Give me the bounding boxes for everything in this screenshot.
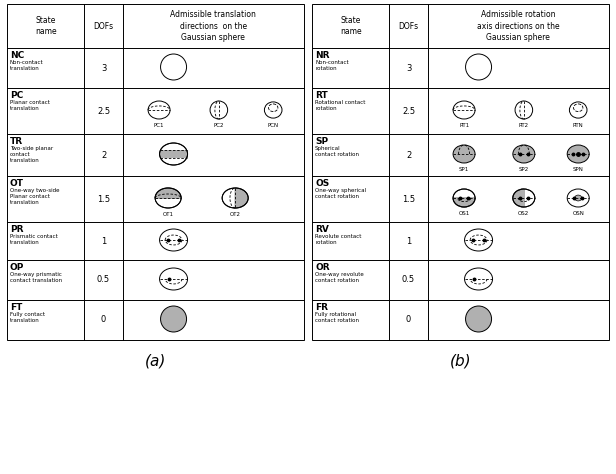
Text: Prismatic contact
translation: Prismatic contact translation [10, 234, 58, 245]
Text: OT: OT [10, 179, 24, 188]
Text: FT: FT [10, 303, 22, 312]
Text: One-way revolute
contact rotation: One-way revolute contact rotation [315, 272, 364, 283]
Text: One-way spherical
contact rotation: One-way spherical contact rotation [315, 188, 366, 199]
Bar [160, 150, 187, 158]
Text: RT1: RT1 [459, 123, 469, 128]
Ellipse shape [161, 306, 187, 332]
Text: 1: 1 [101, 237, 106, 246]
Text: SPN: SPN [573, 167, 583, 172]
Text: SP1: SP1 [459, 167, 469, 172]
Text: OS: OS [315, 179, 329, 188]
Ellipse shape [453, 145, 475, 163]
Text: RT: RT [315, 91, 328, 100]
Polygon shape [513, 189, 524, 207]
Text: OT1: OT1 [163, 212, 174, 217]
Text: 1: 1 [406, 237, 411, 246]
Text: 1.5: 1.5 [402, 194, 415, 203]
Text: SP: SP [315, 137, 328, 146]
Text: OS1: OS1 [458, 211, 469, 216]
Text: 0.5: 0.5 [402, 275, 415, 284]
Text: PC1: PC1 [154, 123, 164, 128]
Text: 1.5: 1.5 [97, 194, 110, 203]
Text: Fully rotational
contact rotation: Fully rotational contact rotation [315, 312, 359, 323]
Text: Admissible rotation
axis directions on the
Gaussian sphere: Admissible rotation axis directions on t… [477, 10, 560, 42]
Text: SP2: SP2 [519, 167, 529, 172]
Text: PC2: PC2 [214, 123, 224, 128]
Ellipse shape [466, 306, 492, 332]
Text: Two-side planar
contact
translation: Two-side planar contact translation [10, 146, 53, 163]
Text: 2: 2 [406, 151, 411, 159]
Text: Rotational contact
rotation: Rotational contact rotation [315, 100, 365, 111]
Text: DOFs: DOFs [399, 21, 419, 30]
Text: RT2: RT2 [519, 123, 529, 128]
Text: State
name: State name [34, 16, 57, 36]
Text: DOFs: DOFs [94, 21, 113, 30]
Text: FR: FR [315, 303, 328, 312]
Text: 2: 2 [101, 151, 106, 159]
Text: (a): (a) [145, 353, 166, 368]
Text: TR: TR [10, 137, 23, 146]
Ellipse shape [575, 195, 582, 201]
Polygon shape [453, 198, 475, 207]
Text: Admissible translation
directions  on the
Gaussian sphere: Admissible translation directions on the… [171, 10, 256, 42]
Polygon shape [155, 188, 181, 198]
Text: RTN: RTN [573, 123, 583, 128]
Text: 2.5: 2.5 [402, 107, 415, 116]
Text: One-way two-side
Planar contact
translation: One-way two-side Planar contact translat… [10, 188, 60, 205]
Ellipse shape [567, 145, 589, 163]
Text: Fully contact
translation: Fully contact translation [10, 312, 45, 323]
Text: PCN: PCN [267, 123, 279, 128]
Text: OS2: OS2 [518, 211, 530, 216]
Text: Revolute contact
rotation: Revolute contact rotation [315, 234, 362, 245]
Polygon shape [235, 188, 248, 208]
Text: One-way prismatic
contact translation: One-way prismatic contact translation [10, 272, 62, 283]
Text: 3: 3 [101, 64, 106, 73]
Text: OR: OR [315, 263, 330, 272]
Text: NR: NR [315, 51, 330, 60]
Bar [312, 4, 609, 340]
Text: 3: 3 [406, 64, 411, 73]
Text: 2.5: 2.5 [97, 107, 110, 116]
Text: Planar contact
translation: Planar contact translation [10, 100, 50, 111]
Text: 0: 0 [101, 316, 106, 325]
Ellipse shape [513, 145, 535, 163]
Text: Non-contact
translation: Non-contact translation [10, 60, 44, 71]
Text: PR: PR [10, 225, 23, 234]
Text: OP: OP [10, 263, 25, 272]
Text: RV: RV [315, 225, 329, 234]
Text: (b): (b) [450, 353, 471, 368]
Text: NC: NC [10, 51, 24, 60]
Text: Non-contact
rotation: Non-contact rotation [315, 60, 349, 71]
Text: OSN: OSN [572, 211, 584, 216]
Text: PC: PC [10, 91, 23, 100]
Bar [7, 4, 304, 340]
Text: State
name: State name [340, 16, 362, 36]
Text: 0: 0 [406, 316, 411, 325]
Text: Spherical
contact rotation: Spherical contact rotation [315, 146, 359, 157]
Text: OT2: OT2 [230, 212, 241, 217]
Text: 0.5: 0.5 [97, 275, 110, 284]
